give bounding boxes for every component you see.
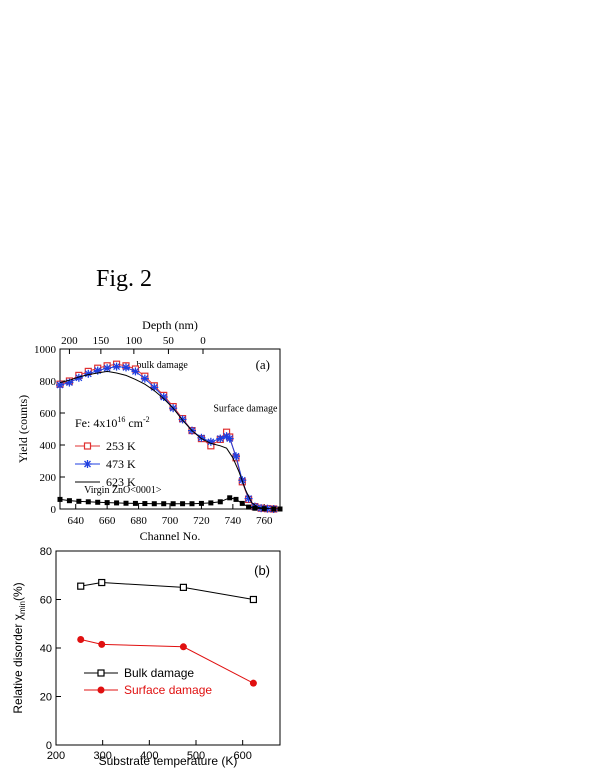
panel-a-series-4-point: [261, 506, 267, 512]
panel-a-top-axis-label: Depth (nm): [142, 318, 198, 332]
panel-a-y-tick-label: 800: [40, 376, 57, 388]
figure-title: Fig. 2: [96, 266, 153, 292]
panel-b-series-2-point: [249, 679, 257, 687]
panel-b-y-tick-label: 20: [40, 692, 52, 704]
panel-a-x-axis-label: Channel No.: [140, 529, 201, 543]
panel-a-x-tick-label: 720: [193, 515, 210, 527]
panel-a-series-4-point: [123, 500, 129, 506]
panel-a-series-4-point: [95, 499, 101, 505]
panel-a-x-tick-label: 700: [162, 515, 179, 527]
panel-a-series-4-point: [277, 506, 283, 512]
panel-a-y-tick-label: 200: [40, 472, 57, 484]
virgin-annotation: Virgin ZnO<0001>: [84, 485, 162, 496]
panel-a-series-4-point: [76, 498, 82, 504]
panel-b-series-1-point: [249, 595, 257, 604]
panel-a-series-2-point: [112, 362, 121, 371]
legend-a-marker: [83, 442, 92, 450]
panel-b-y-tick-label: 60: [40, 595, 52, 607]
panel-a-top-tick-label: 200: [61, 335, 78, 347]
panel-a-y-tick-label: 1000: [34, 344, 57, 356]
panel-a-top-tick-label: 150: [93, 335, 110, 347]
legend-a-entry: 253 K: [106, 439, 136, 453]
legend-a-entry: 473 K: [106, 457, 136, 471]
panel-b-x-tick-label: 300: [93, 750, 111, 762]
panel-b-y-tick-label: 0: [46, 740, 52, 752]
panel-a-series-4-point: [227, 495, 233, 501]
panel-a-series-4-point: [66, 498, 72, 504]
panel-b-series-2-line: [80, 639, 254, 684]
panel-a-series-2-point: [197, 433, 206, 442]
panel-a-series-4-point: [161, 501, 167, 507]
panel-a-x-tick-label: 740: [225, 515, 242, 527]
legend-a-marker: [83, 460, 92, 468]
panel-b-series-2-point: [77, 636, 85, 644]
panel-a-series-2-point: [122, 363, 130, 372]
surface-damage-annotation: Surface damage: [213, 403, 278, 414]
panel-a-series-3-line: [60, 370, 277, 509]
panel-a-top-tick-label: 0: [200, 335, 206, 347]
panel-a-series-4-point: [233, 496, 239, 502]
panel-a-series-4-point: [198, 500, 204, 506]
panel-b-y-axis-label: Relative disorder χmin(%): [11, 582, 27, 713]
panel-a-series-4-point: [170, 501, 176, 507]
panel-a-top-tick-label: 100: [126, 335, 143, 347]
panel-b-x-axis-label: Substrate temperature (K): [99, 754, 238, 768]
panel-b-x-tick-label: 200: [47, 750, 65, 762]
panel-a-series-2-point: [159, 393, 168, 401]
panel-a-series-2-point: [140, 374, 149, 383]
panel-b-y-tick-label: 80: [40, 546, 52, 558]
panel-a-series-4-point: [189, 501, 195, 507]
panel-a-series-4-point: [151, 501, 157, 507]
panel-a-series-2-point: [216, 434, 225, 443]
panel-a-x-tick-label: 660: [99, 515, 116, 527]
bulk-damage-annotation: bulk damage: [136, 360, 188, 371]
panel-a-y-axis-label: Yield (counts): [16, 395, 30, 463]
panel-a-x-tick-label: 760: [256, 515, 273, 527]
panel-a-series-4-point: [252, 505, 258, 511]
panel-b-x-tick-label: 500: [187, 750, 205, 762]
panel-a-series-4-point: [104, 500, 110, 506]
panel-b-series-1-line: [80, 582, 254, 600]
panel-b-x-tick-label: 400: [140, 750, 158, 762]
legend-b-entry: Bulk damage: [124, 666, 194, 680]
panel-a-x-tick-label: 680: [130, 515, 147, 527]
panel-b-y-tick-label: 40: [40, 643, 52, 655]
panel-a-series-4-point: [132, 500, 138, 506]
panel-a-series-4-point: [208, 500, 214, 506]
panel-a-series-2-point: [74, 373, 83, 382]
panel-a-series-2-point: [103, 364, 112, 373]
panel-a-series-4-point: [142, 501, 148, 507]
panel-b-series-2-point: [98, 640, 106, 648]
panel-a-y-tick-label: 400: [40, 440, 57, 452]
panel-a-series-4-point: [114, 500, 120, 506]
panel-b-series-2-point: [179, 643, 187, 651]
legend-a-title: Fe: 4x1016 cm-2: [75, 415, 150, 430]
panel-a-series-4-point: [217, 499, 223, 505]
legend-b-marker: [97, 686, 105, 694]
panel-a-series-4-point: [271, 506, 277, 512]
panel-b-label: (b): [254, 563, 270, 578]
panel-a-top-tick-label: 50: [163, 335, 175, 347]
panel-b-series-1-point: [77, 582, 85, 590]
legend-b-marker: [97, 669, 105, 677]
panel-a-label: (a): [256, 357, 270, 372]
panel-a-series-4-point: [180, 501, 186, 507]
panel-a-series-4-point: [246, 504, 252, 510]
panel-a-series-4-point: [239, 500, 245, 506]
panel-b-series-1-point: [98, 578, 106, 587]
panel-a-series-2-point: [232, 452, 240, 461]
panel-a-series-4-point: [85, 499, 91, 505]
legend-a-entry: 623 K: [106, 475, 136, 489]
panel-a-series-2-point: [131, 367, 140, 376]
panel-a-x-tick-label: 640: [67, 515, 84, 527]
panel-b-frame: [55, 550, 281, 746]
panel-a-y-tick-label: 600: [40, 408, 57, 420]
panel-a-y-tick-label: 0: [51, 504, 57, 516]
panel-a-series-4-point: [57, 496, 63, 502]
panel-b-x-tick-label: 600: [233, 750, 251, 762]
panel-b-series-1-point: [179, 583, 187, 591]
legend-b-entry: Surface damage: [124, 683, 212, 697]
panel-a-series-2-point: [225, 434, 234, 443]
